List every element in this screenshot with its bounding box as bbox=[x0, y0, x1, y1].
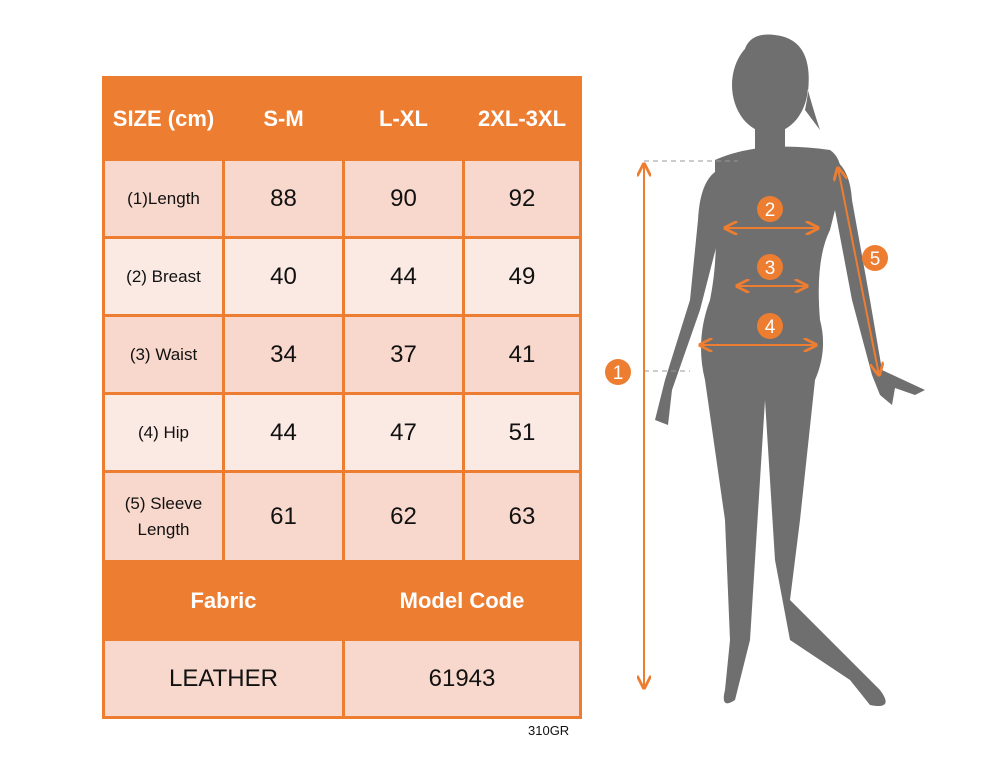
size-chart-table: SIZE (cm) S-M L-XL 2XL-3XL (1)Length 88 … bbox=[102, 76, 582, 719]
table-row: (1)Length 88 90 92 bbox=[102, 158, 582, 239]
cell: 90 bbox=[342, 158, 465, 239]
header-size: SIZE (cm) bbox=[102, 76, 225, 161]
header-s-m: S-M bbox=[222, 76, 345, 161]
body-measurement-figure: 1 2 3 4 5 bbox=[605, 34, 925, 706]
header-row: SIZE (cm) S-M L-XL 2XL-3XL bbox=[102, 76, 582, 161]
model-code-header: Model Code bbox=[342, 560, 582, 641]
row-label: (2) Breast bbox=[102, 236, 225, 317]
cell: 63 bbox=[462, 470, 582, 563]
cell: 40 bbox=[222, 236, 345, 317]
svg-text:5: 5 bbox=[870, 249, 881, 270]
marker-2: 2 bbox=[757, 196, 783, 222]
fabric-value: LEATHER bbox=[102, 638, 345, 719]
table-row: (4) Hip 44 47 51 bbox=[102, 392, 582, 473]
table-row: (2) Breast 40 44 49 bbox=[102, 236, 582, 317]
header-2xl-3xl: 2XL-3XL bbox=[462, 76, 582, 161]
row-label: (5) Sleeve Length bbox=[102, 470, 225, 563]
woman-silhouette bbox=[655, 34, 925, 706]
row-label: (4) Hip bbox=[102, 392, 225, 473]
svg-text:4: 4 bbox=[765, 317, 776, 338]
cell: 44 bbox=[342, 236, 465, 317]
fabric-header: Fabric bbox=[102, 560, 345, 641]
svg-text:3: 3 bbox=[765, 258, 776, 279]
marker-3: 3 bbox=[757, 254, 783, 280]
product-code: 310GR bbox=[528, 723, 570, 738]
cell: 44 bbox=[222, 392, 345, 473]
cell: 62 bbox=[342, 470, 465, 563]
row-label: (3) Waist bbox=[102, 314, 225, 395]
marker-4: 4 bbox=[757, 313, 783, 339]
footer-value-row: LEATHER 61943 bbox=[102, 638, 582, 719]
cell: 49 bbox=[462, 236, 582, 317]
cell: 92 bbox=[462, 158, 582, 239]
marker-1: 1 bbox=[605, 359, 631, 385]
cell: 88 bbox=[222, 158, 345, 239]
cell: 37 bbox=[342, 314, 465, 395]
measurement-arrows bbox=[644, 164, 879, 688]
cell: 41 bbox=[462, 314, 582, 395]
cell: 61 bbox=[222, 470, 345, 563]
model-code-value: 61943 bbox=[342, 638, 582, 719]
table-row: (5) Sleeve Length 61 62 63 bbox=[102, 470, 582, 563]
row-label: (1)Length bbox=[102, 158, 225, 239]
table-row: (3) Waist 34 37 41 bbox=[102, 314, 582, 395]
cell: 51 bbox=[462, 392, 582, 473]
sleeve-arrow bbox=[838, 168, 879, 375]
cell: 34 bbox=[222, 314, 345, 395]
header-l-xl: L-XL bbox=[342, 76, 465, 161]
cell: 47 bbox=[342, 392, 465, 473]
marker-5: 5 bbox=[862, 245, 888, 271]
footer-header-row: Fabric Model Code bbox=[102, 560, 582, 641]
svg-text:2: 2 bbox=[765, 200, 776, 221]
svg-text:1: 1 bbox=[613, 363, 624, 384]
